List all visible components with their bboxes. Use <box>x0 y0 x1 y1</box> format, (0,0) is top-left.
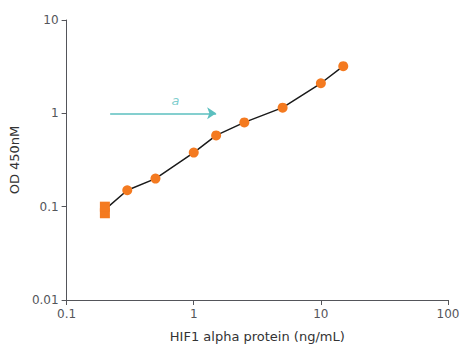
svg-text:1: 1 <box>51 106 59 120</box>
svg-text:OD 450nM: OD 450nM <box>7 126 22 195</box>
svg-text:a: a <box>172 93 180 108</box>
svg-text:0.1: 0.1 <box>40 200 59 214</box>
svg-text:1: 1 <box>190 307 198 321</box>
svg-text:HIF1 alpha protein (ng/mL): HIF1 alpha protein (ng/mL) <box>170 329 345 344</box>
svg-text:0.01: 0.01 <box>32 293 59 307</box>
svg-text:0.1: 0.1 <box>57 307 76 321</box>
svg-text:10: 10 <box>313 307 328 321</box>
svg-text:10: 10 <box>43 13 58 27</box>
svg-text:100: 100 <box>437 307 460 321</box>
